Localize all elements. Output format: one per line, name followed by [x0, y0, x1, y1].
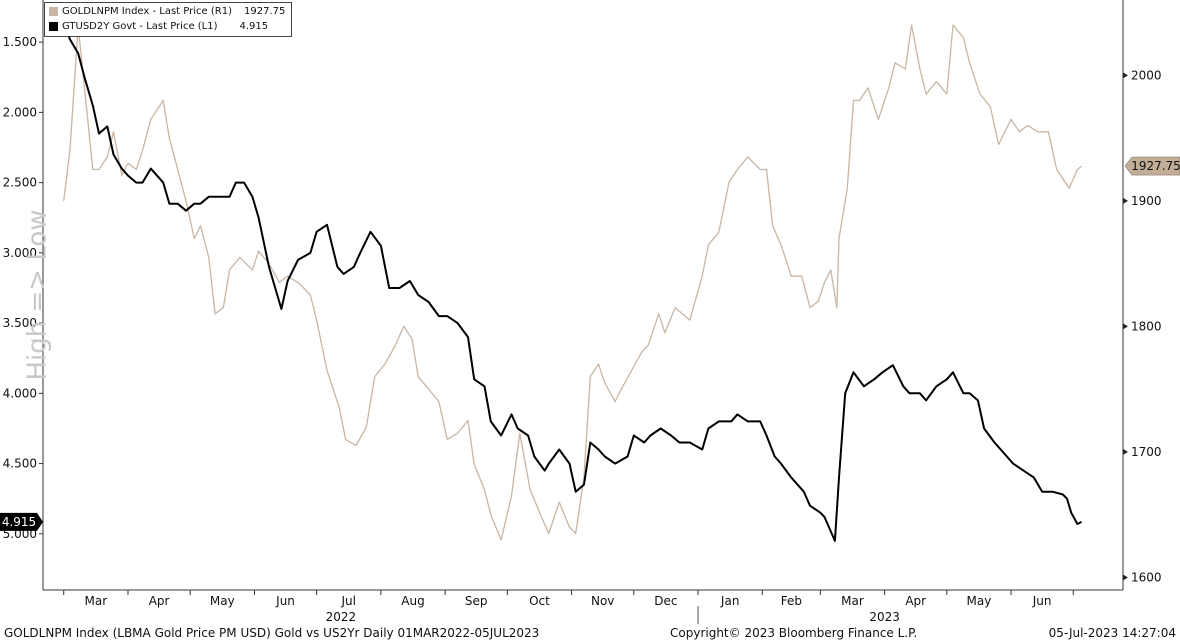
- year-label-2023: 2023: [869, 610, 900, 624]
- gold-swatch: [49, 7, 58, 16]
- year-label-2022: 2022: [326, 610, 357, 624]
- month-label: Mar: [85, 594, 108, 608]
- gold-series: [63, 24, 1082, 541]
- gold-price-line: [63, 24, 1082, 541]
- legend-us2y-label: GTUSD2Y Govt - Last Price (L1): [62, 21, 218, 32]
- legend-item-gold: GOLDLNPM Index - Last Price (R1) 1927.75: [49, 4, 285, 19]
- axes: 1.5002.0002.5003.0003.5004.0004.5005.000…: [0, 0, 1180, 624]
- month-label: Jun: [1032, 594, 1052, 608]
- legend-gold-label: GOLDLNPM Index - Last Price (R1): [62, 6, 232, 17]
- us2y-last-value: 4.915: [2, 515, 36, 529]
- month-label: Jun: [275, 594, 295, 608]
- month-label: Nov: [591, 594, 614, 608]
- month-label: Apr: [149, 594, 170, 608]
- month-label: May: [967, 594, 992, 608]
- month-label: Mar: [841, 594, 864, 608]
- legend-item-us2y: GTUSD2Y Govt - Last Price (L1) 4.915: [49, 19, 285, 34]
- us2y-yield-line: [62, 20, 1082, 542]
- left-tick-label: 4.500: [3, 457, 37, 471]
- left-tick-label: 3.500: [3, 316, 37, 330]
- footer-copyright: Copyright© 2023 Bloomberg Finance L.P.: [670, 626, 918, 640]
- right-tick-label: 1600: [1131, 570, 1162, 584]
- footer-timestamp: 05-Jul-2023 14:27:04: [1048, 626, 1176, 640]
- right-tick-label: 1700: [1131, 445, 1162, 459]
- left-tick-label: 2.000: [3, 105, 37, 119]
- month-label: Jan: [720, 594, 740, 608]
- legend: GOLDLNPM Index - Last Price (R1) 1927.75…: [44, 2, 293, 37]
- left-tick-label: 1.500: [3, 35, 37, 49]
- legend-gold-value: 1927.75: [243, 6, 286, 17]
- right-tick-label: 2000: [1131, 68, 1162, 82]
- legend-us2y-value: 4.915: [239, 21, 269, 32]
- us2y-last-tag: [0, 512, 43, 531]
- right-tick-label: 1800: [1131, 319, 1162, 333]
- right-tick: [1123, 323, 1128, 330]
- us2y-swatch: [49, 22, 58, 31]
- gold-last-tag: [1124, 156, 1180, 176]
- left-tick-label: 3.000: [3, 246, 37, 260]
- month-label: Aug: [401, 594, 424, 608]
- right-tick: [1123, 448, 1128, 455]
- right-tick-label: 1900: [1131, 194, 1162, 208]
- month-label: Apr: [905, 594, 926, 608]
- right-tick: [1123, 574, 1128, 581]
- month-label: Oct: [529, 594, 550, 608]
- left-axis-title: High => Low: [22, 209, 53, 381]
- month-label: Dec: [654, 594, 677, 608]
- right-tick: [1123, 72, 1128, 79]
- left-tick-label: 2.500: [3, 176, 37, 190]
- month-label: Jul: [341, 594, 356, 608]
- gold-last-value: 1927.75: [1131, 159, 1180, 173]
- footer-description: GOLDLNPM Index (LBMA Gold Price PM USD) …: [4, 626, 540, 640]
- month-label: Sep: [465, 594, 488, 608]
- left-tick-label: 4.000: [3, 386, 37, 400]
- month-label: Feb: [781, 594, 802, 608]
- us2y-series: [62, 20, 1082, 542]
- right-tick: [1123, 197, 1128, 204]
- month-label: May: [210, 594, 235, 608]
